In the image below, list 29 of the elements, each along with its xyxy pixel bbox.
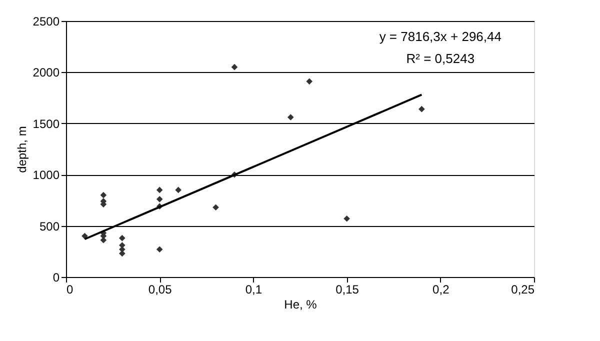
point — [212, 204, 219, 211]
y-tick-label: 500 — [39, 219, 60, 234]
annotation: R² = 0,5243 — [406, 51, 475, 66]
point — [231, 64, 238, 70]
point — [156, 246, 163, 253]
y-tick-label: 0 — [52, 270, 60, 284]
point — [418, 106, 425, 112]
point — [156, 186, 163, 194]
x-tick-label: 0,05 — [148, 282, 172, 296]
annotation: y = 7816,3x + 296,44 — [379, 29, 502, 44]
point — [119, 234, 126, 242]
x-tick-label: 0,15 — [336, 282, 360, 296]
x-tick-label: 0 — [66, 282, 74, 296]
x-tick-label: 0,25 — [511, 282, 535, 296]
x-axis-title: He, % — [284, 298, 318, 312]
point — [175, 186, 182, 194]
point — [100, 192, 107, 198]
point — [156, 196, 163, 202]
y-tick-label: 1500 — [32, 116, 60, 131]
point — [306, 78, 313, 85]
x-tick-label: 0,1 — [245, 282, 262, 296]
point — [287, 114, 294, 120]
point — [344, 215, 350, 222]
y-tick-label: 1000 — [32, 168, 60, 182]
y-tick-label: 2000 — [32, 66, 60, 80]
point — [119, 250, 126, 257]
y-tick-label: 2500 — [32, 14, 60, 28]
y-axis-title: depth, m — [14, 126, 29, 173]
x-tick-label: 0,2 — [432, 282, 450, 296]
